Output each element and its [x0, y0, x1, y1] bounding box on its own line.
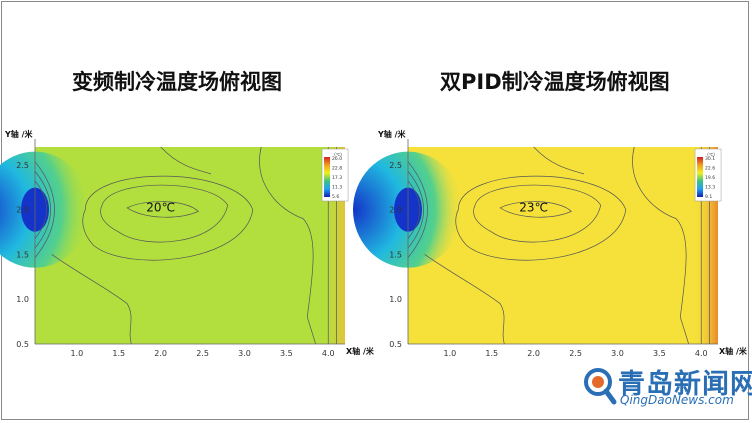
watermark-text: 青岛新闻网	[618, 369, 752, 400]
watermark-url: QingDaoNews.com	[620, 393, 734, 407]
magnifier-logo-icon	[584, 368, 617, 405]
chart-title-right: 双PID制冷温度场俯视图	[440, 70, 670, 94]
watermark-logo: 青岛新闻网 QingDaoNews.com	[580, 362, 752, 414]
chart-title-left: 变频制冷温度场俯视图	[72, 70, 282, 94]
